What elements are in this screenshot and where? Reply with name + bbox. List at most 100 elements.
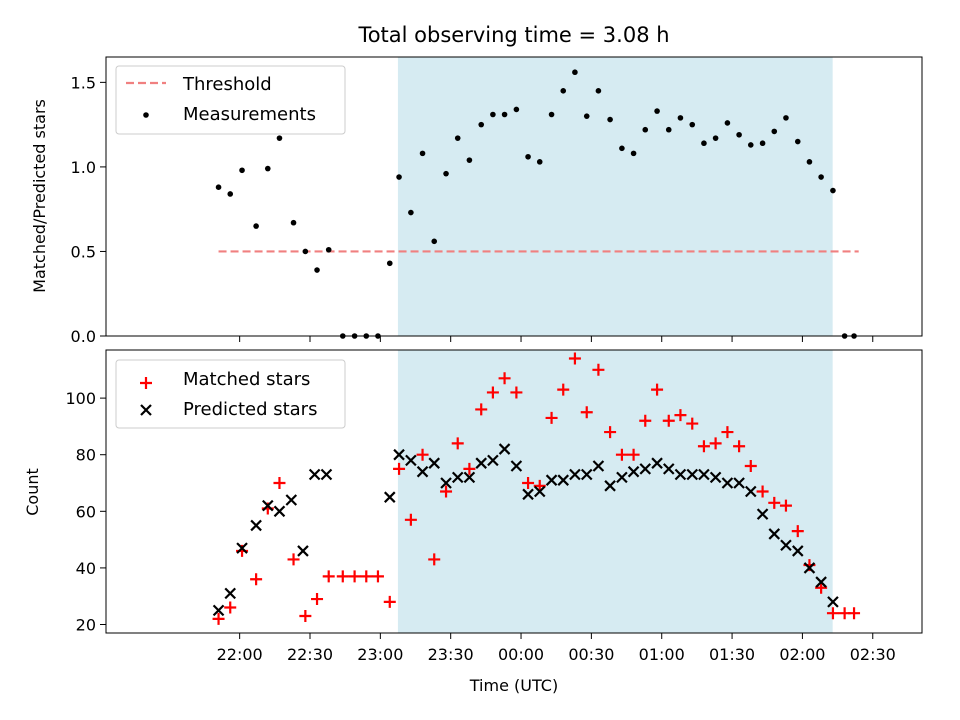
predicted-stars-point: [393, 448, 405, 461]
ratio-panel-y-ticks: 0.0 0.5 1.0 1.5: [71, 73, 106, 346]
measurement-point: [759, 140, 766, 147]
measurement-point: [408, 209, 414, 216]
measurement-point: [794, 138, 801, 145]
ratio-panel-y-axis-label: Matched/Predicted stars: [30, 99, 49, 293]
measurement-point: [325, 246, 332, 253]
x-tick-label: 00:00: [498, 645, 544, 664]
matched-stars-point: [440, 485, 453, 498]
predicted-stars-point: [815, 576, 827, 588]
predicted-stars-point: [698, 468, 710, 481]
matched-stars-point: [475, 403, 488, 416]
predicted-stars-point: [662, 463, 675, 475]
matched-stars-point: [744, 460, 757, 473]
matched-stars-point: [815, 581, 828, 594]
predicted-stars-point: [320, 468, 333, 481]
measurement-point: [466, 157, 473, 163]
legend-matched-label: Matched stars: [183, 369, 310, 390]
y-tick-label: 100: [65, 389, 96, 408]
y-tick-label: 60: [76, 502, 96, 521]
y-tick-label: 0.5: [71, 242, 96, 261]
ratio-panel-legend-box: [115, 65, 346, 135]
measurement-point: [548, 111, 555, 118]
ratio-panel-x-ticks: [239, 336, 874, 342]
matched-stars-point: [336, 570, 349, 583]
predicted-stars-point: [273, 505, 286, 518]
legend-threshold-label: Threshold: [182, 74, 272, 95]
measurement-point: [642, 126, 649, 133]
measurement-point: [396, 174, 402, 180]
measurement-point: [501, 111, 508, 118]
measurement-point: [227, 191, 234, 197]
matched-stars-point: [416, 448, 429, 461]
measurement-point: [747, 142, 754, 148]
predicted-stars-point: [285, 494, 298, 506]
measurement-point: [572, 69, 578, 76]
matched-stars-point: [848, 607, 861, 620]
x-tick-label: 00:30: [568, 645, 614, 664]
predicted-stars-point: [791, 545, 804, 557]
measurement-point: [290, 219, 297, 226]
measurement-point: [771, 128, 778, 135]
matched-stars-point: [311, 593, 324, 606]
ratio-panel-shaded-span: [397, 57, 833, 336]
count-panel-legend-box: [115, 359, 346, 429]
matched-stars-point: [393, 462, 406, 475]
matched-stars-point: [779, 499, 792, 512]
predicted-stars-point: [639, 463, 652, 475]
matched-stars-point: [486, 386, 499, 399]
matched-stars-point: [651, 383, 664, 396]
y-tick-label: 1.5: [71, 73, 96, 92]
matched-stars-point: [383, 595, 396, 608]
measurement-point: [689, 121, 696, 128]
count-panel-x-ticks: 22:00 22:30 23:00 23:30 00:00 00:30 01:00 01:30…: [217, 633, 896, 664]
x-axis-label: Time (UTC): [469, 676, 558, 695]
predicted-stars-point: [533, 485, 546, 498]
matched-stars-point: [580, 406, 593, 419]
predicted-stars-point: [451, 471, 464, 484]
matched-stars-point: [615, 448, 628, 461]
predicted-stars-point: [510, 460, 523, 472]
measurement-point: [314, 267, 320, 273]
legend-predicted-label: Predicted stars: [183, 399, 317, 420]
predicted-stars-point: [224, 587, 237, 600]
measurement-point: [513, 106, 520, 113]
predicted-stars-point: [580, 468, 593, 481]
x-tick-label: 02:30: [850, 645, 896, 664]
measurement-point: [419, 150, 426, 157]
measurement-point: [818, 174, 824, 180]
predicted-stars-point: [440, 477, 452, 489]
predicted-stars-point: [212, 604, 225, 617]
measurement-point: [619, 145, 625, 152]
predicted-stars-point: [745, 485, 757, 498]
matched-stars-point: [592, 363, 605, 376]
ratio-panel-marks: [215, 69, 859, 339]
measurement-point: [665, 126, 672, 133]
predicted-stars-point: [416, 465, 429, 478]
ratio-panel-legend: Threshold Measurements: [115, 65, 346, 135]
predicted-stars-point: [475, 457, 487, 469]
measurement-point: [560, 88, 567, 94]
measurement-point: [478, 121, 485, 128]
matched-stars-point: [686, 417, 699, 430]
matched-stars-point: [224, 601, 237, 614]
measurement-point: [806, 159, 813, 165]
measurement-point: [253, 223, 259, 229]
count-panel-legend: Matched stars Predicted stars: [115, 359, 346, 429]
measurement-point: [830, 187, 836, 194]
matched-stars-point: [662, 414, 675, 427]
measurement-point: [302, 248, 309, 255]
matched-stars-point: [768, 496, 781, 509]
measurement-point: [595, 88, 602, 94]
measurement-point: [607, 116, 613, 123]
matched-stars-point: [212, 612, 225, 625]
x-tick-label: 02:00: [779, 645, 825, 664]
legend-predicted-swatch: [140, 404, 152, 416]
predicted-stars-point: [827, 596, 839, 608]
measurement-point: [276, 135, 283, 141]
count-panel-marks: [212, 352, 861, 625]
measurement-point: [654, 108, 660, 114]
matched-stars-point: [674, 409, 687, 422]
matched-stars-point: [697, 440, 710, 453]
y-tick-label: 40: [76, 559, 96, 578]
matched-stars-point: [545, 411, 558, 424]
